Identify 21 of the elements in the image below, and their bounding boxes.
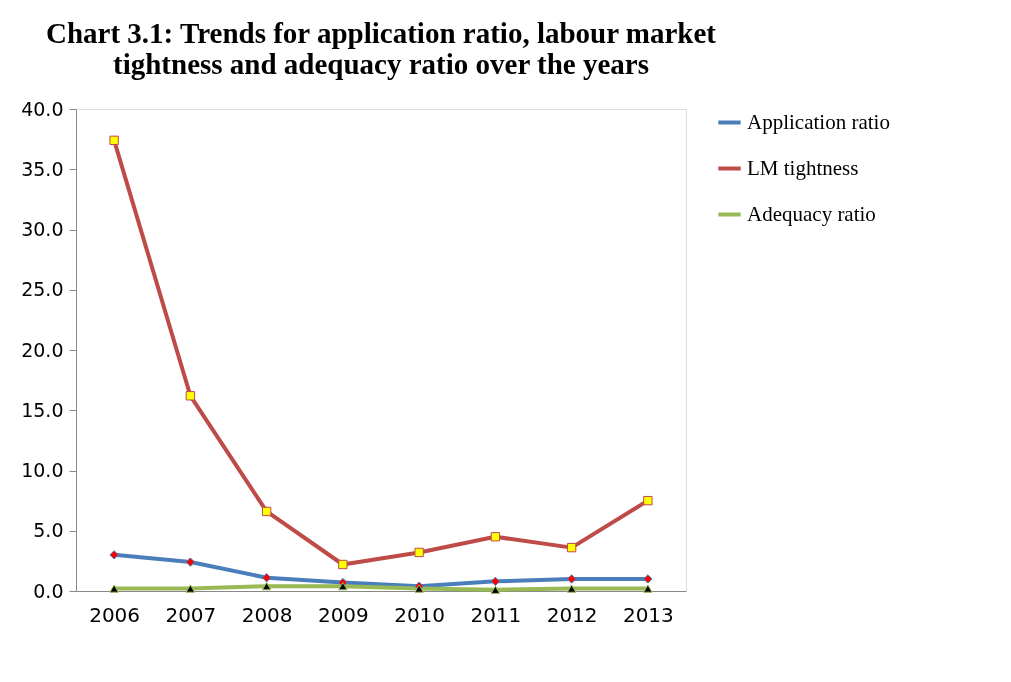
chart-title: Chart 3.1: Trends for application ratio, labour market tightness and adequacy ratio over the years (46, 17, 717, 80)
x-tick-label: 2009 (317, 602, 369, 627)
y-tick-label: 30.0 (21, 218, 64, 240)
legend-label: LM tightness (747, 155, 859, 180)
x-tick-label: 2011 (470, 602, 522, 627)
legend-label: Adequacy ratio (747, 201, 876, 226)
x-tick-label: 2010 (394, 602, 446, 627)
x-tick-label: 2008 (241, 602, 293, 627)
y-tick-label: 0.0 (33, 579, 64, 602)
x-tick-label: 2012 (546, 602, 598, 627)
y-tick-label: 15.0 (21, 398, 64, 421)
y-tick-label: 20.0 (21, 338, 64, 361)
y-tick-label: 35.0 (21, 157, 64, 180)
y-tick-label: 25.0 (21, 278, 64, 301)
x-tick-label: 2007 (165, 602, 217, 627)
y-tick-label: 5.0 (33, 519, 64, 542)
x-tick-label: 2013 (622, 602, 674, 627)
legend-label: Application ratio (747, 109, 890, 134)
y-tick-label: 40.0 (21, 97, 64, 120)
x-tick-label: 2006 (89, 602, 141, 627)
y-tick-label: 10.0 (21, 459, 64, 481)
